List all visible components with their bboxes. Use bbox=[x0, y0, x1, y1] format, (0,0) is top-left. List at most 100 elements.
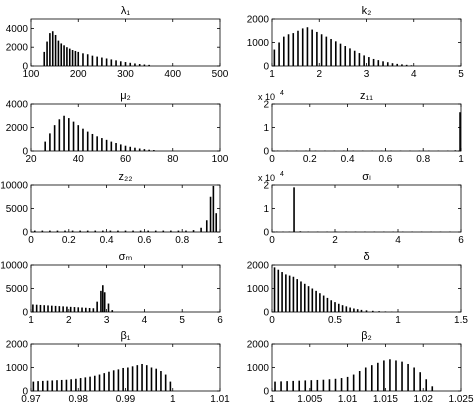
x-tick-label: 6 bbox=[458, 235, 464, 246]
y-tick-label: 2000 bbox=[247, 15, 270, 26]
histogram-bar bbox=[413, 367, 415, 391]
histogram-bar bbox=[277, 269, 280, 312]
histogram-bar bbox=[301, 28, 304, 66]
histogram-panel-4: 0 0.2 0.4 0.6 0.8 1 0 1 2x 10 4 z₁₁ bbox=[258, 90, 464, 165]
histogram-bar bbox=[49, 33, 51, 66]
histogram-bar bbox=[292, 276, 295, 312]
histogram-bar bbox=[110, 59, 113, 66]
histogram-bar bbox=[50, 305, 53, 312]
x-tick-label: 1.01 bbox=[210, 394, 230, 405]
histogram-bar bbox=[363, 55, 365, 66]
histogram-bar bbox=[353, 50, 356, 66]
histogram-bar bbox=[273, 267, 276, 312]
x-tick-label: 3 bbox=[364, 69, 370, 80]
histogram-bar bbox=[42, 380, 44, 391]
x-tick-label: 200 bbox=[70, 69, 87, 80]
histogram-bar bbox=[307, 286, 310, 312]
histogram-bar bbox=[77, 51, 80, 66]
histogram-panel-5: 0 0.2 0.4 0.6 0.8 1 0 5000 10000 z₂₂ bbox=[0, 171, 223, 246]
x-tick-label: 1.025 bbox=[448, 394, 473, 405]
histogram-panel-10: 1 1.005 1.01 1.015 1.02 1.025 0 1000 2000 β₂ bbox=[247, 330, 474, 405]
histogram-bar bbox=[111, 310, 114, 312]
histogram-bar bbox=[148, 64, 150, 66]
histogram-bar bbox=[192, 230, 195, 232]
histogram-bar bbox=[297, 30, 299, 66]
histogram-bar bbox=[68, 118, 70, 151]
x-tick-label: 0.97 bbox=[21, 394, 41, 405]
x-tick-label: 0.4 bbox=[100, 235, 114, 246]
histogram-bar bbox=[160, 371, 162, 391]
histogram-bar bbox=[66, 306, 68, 312]
histogram-bar bbox=[425, 379, 428, 391]
y-exponent-power: 4 bbox=[280, 90, 284, 97]
histogram-bar bbox=[378, 311, 380, 312]
histogram-bar bbox=[86, 131, 89, 151]
histogram-bar bbox=[341, 305, 344, 312]
x-tick-label: 0 bbox=[269, 154, 275, 165]
histogram-bar bbox=[75, 378, 77, 391]
y-tick-label: 1000 bbox=[247, 363, 270, 374]
histogram-bar bbox=[39, 304, 42, 312]
histogram-bar bbox=[285, 274, 287, 312]
histogram-bar bbox=[89, 376, 91, 391]
plot-frame bbox=[30, 184, 221, 233]
plot-frame bbox=[30, 343, 221, 392]
y-exponent-label: x 10 bbox=[258, 173, 275, 183]
histogram-bar bbox=[53, 125, 56, 151]
x-tick-label: 1 bbox=[217, 235, 223, 246]
histogram-bar bbox=[281, 272, 283, 312]
histogram-bar bbox=[92, 308, 95, 312]
histogram-bar bbox=[431, 386, 434, 391]
histogram-bar bbox=[86, 230, 89, 232]
histogram-bar bbox=[143, 64, 146, 66]
histogram-bar bbox=[386, 62, 389, 66]
x-tick-label: 2 bbox=[316, 69, 322, 80]
histogram-bar bbox=[35, 304, 38, 312]
histogram-bar bbox=[129, 62, 132, 66]
histogram-bar bbox=[303, 283, 306, 312]
x-tick-label: 0.5 bbox=[328, 315, 342, 326]
histogram-bar bbox=[51, 31, 54, 66]
histogram-bar bbox=[41, 230, 44, 232]
y-tick-label: 0 bbox=[22, 228, 28, 239]
histogram-bar bbox=[88, 308, 91, 312]
histogram-bar bbox=[103, 292, 106, 312]
y-tick-label: 0 bbox=[22, 387, 28, 398]
histogram-bar bbox=[328, 379, 331, 391]
histogram-bar bbox=[283, 36, 285, 67]
histogram-bar bbox=[54, 34, 57, 66]
histogram-bar bbox=[273, 49, 276, 66]
x-tick-label: 4 bbox=[142, 315, 148, 326]
histogram-bar bbox=[62, 306, 64, 312]
histogram-bar bbox=[56, 380, 58, 391]
histogram-bar bbox=[334, 302, 336, 312]
histogram-bar bbox=[131, 366, 134, 391]
histogram-bar bbox=[340, 378, 343, 391]
histogram-bar bbox=[105, 58, 108, 66]
histogram-panel-3: 20 40 60 80 100 0 2000 4000 μ₂ bbox=[6, 90, 229, 165]
histogram-bar bbox=[330, 300, 333, 312]
y-tick-label: 1000 bbox=[247, 38, 270, 49]
plot-frame bbox=[30, 264, 221, 313]
histogram-bar bbox=[287, 34, 290, 66]
histogram-bar bbox=[364, 367, 367, 391]
histogram-bar bbox=[46, 41, 48, 66]
panel-title: z₁₁ bbox=[360, 90, 373, 102]
histogram-bar bbox=[143, 149, 146, 151]
histogram-bar bbox=[119, 61, 122, 66]
histogram-bar bbox=[296, 279, 298, 312]
histogram-bar bbox=[205, 220, 208, 232]
y-tick-label: 4000 bbox=[6, 24, 29, 35]
histogram-bar bbox=[325, 36, 328, 67]
histogram-bar bbox=[68, 48, 71, 66]
histogram-bar bbox=[96, 56, 98, 66]
histogram-bar bbox=[396, 63, 399, 66]
histogram-bar bbox=[370, 365, 373, 391]
y-tick-label: 0 bbox=[263, 228, 269, 239]
histogram-bar bbox=[139, 230, 142, 232]
histogram-bar bbox=[292, 33, 295, 66]
histogram-bar bbox=[51, 380, 54, 391]
histogram-bar bbox=[395, 360, 397, 391]
histogram-bar bbox=[127, 367, 129, 391]
y-tick-label: 1000 bbox=[6, 363, 29, 374]
